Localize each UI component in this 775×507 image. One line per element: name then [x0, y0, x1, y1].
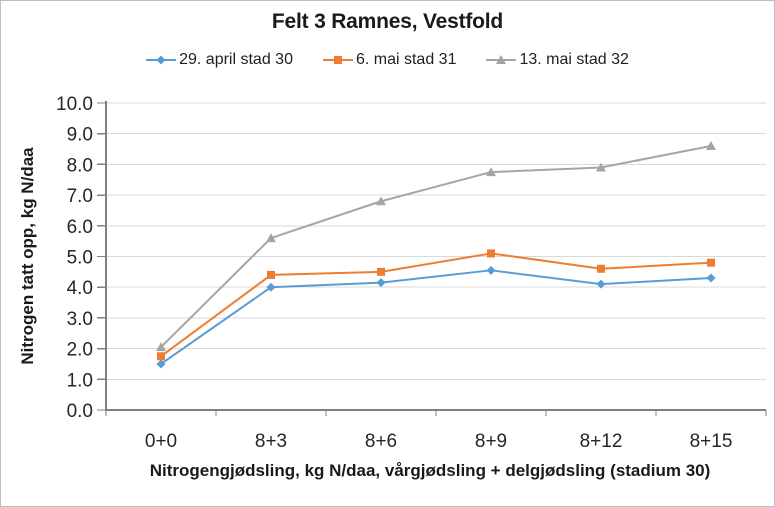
data-point-marker: [486, 265, 496, 275]
data-point-marker: [266, 282, 276, 292]
legend-item: 29. april stad 30: [146, 51, 293, 69]
data-point-marker: [706, 273, 716, 283]
data-point-marker: [376, 196, 386, 206]
data-point-marker: [156, 359, 166, 369]
legend-item: 6. mai stad 31: [322, 51, 457, 69]
y-tick-label: 6.0: [67, 217, 93, 238]
data-point-marker: [157, 352, 165, 361]
data-point-marker: [266, 233, 276, 243]
data-point-marker: [596, 162, 606, 172]
legend-triangle-marker-icon: [486, 55, 517, 64]
x-tick-label: 8+6: [365, 431, 397, 452]
legend-label: 6. mai stad 31: [355, 51, 457, 68]
x-tick-label: 8+9: [475, 431, 507, 452]
y-tick-label: 10.0: [56, 94, 93, 115]
y-tick-label: 8.0: [67, 155, 93, 176]
data-point-marker: [496, 55, 507, 64]
x-tick-label: 8+12: [580, 431, 623, 452]
y-axis-title: Nitrogen tatt opp, kg N/daa: [18, 147, 37, 365]
data-point-marker: [597, 264, 605, 273]
y-tick-label: 1.0: [67, 370, 93, 391]
y-tick-label: 4.0: [67, 278, 93, 299]
data-point-marker: [707, 258, 715, 267]
data-point-marker: [156, 55, 166, 65]
y-tick-label: 9.0: [67, 125, 93, 146]
legend-square-marker-icon: [322, 56, 353, 64]
data-point-marker: [706, 140, 716, 150]
y-tick-label: 7.0: [67, 186, 93, 207]
data-point-marker: [376, 278, 386, 288]
legend-item: 13. mai stad 32: [486, 51, 629, 69]
legend-diamond-marker-icon: [146, 55, 177, 65]
data-point-marker: [333, 56, 342, 64]
legend: 29. april stad 30 6. mai stad 31 13. mai s…: [1, 51, 774, 69]
data-point-marker: [377, 267, 385, 276]
y-tick-label: 3.0: [67, 309, 93, 330]
chart-title: Felt 3 Ramnes, Vestfold: [271, 10, 504, 33]
y-tick-label: 5.0: [67, 248, 93, 269]
x-tick-label: 8+3: [255, 431, 287, 452]
x-tick-label: 0+0: [145, 431, 177, 452]
data-point-marker: [486, 167, 496, 177]
series-line: [160, 252, 712, 358]
legend-label: 29. april stad 30: [179, 51, 293, 68]
series-line: [160, 144, 712, 348]
legend-label: 13. mai stad 32: [519, 51, 629, 68]
data-point-marker: [596, 279, 606, 289]
x-axis-title: Nitrogengjødsling, kg N/daa, vårgjødslin…: [149, 461, 711, 480]
series-line: [160, 269, 712, 365]
data-point-marker: [267, 270, 275, 279]
y-tick-label: 0.0: [67, 401, 93, 422]
data-point-marker: [156, 342, 166, 352]
x-tick-label: 8+15: [690, 431, 733, 452]
data-point-marker: [487, 249, 495, 258]
y-tick-label: 2.0: [67, 340, 93, 361]
